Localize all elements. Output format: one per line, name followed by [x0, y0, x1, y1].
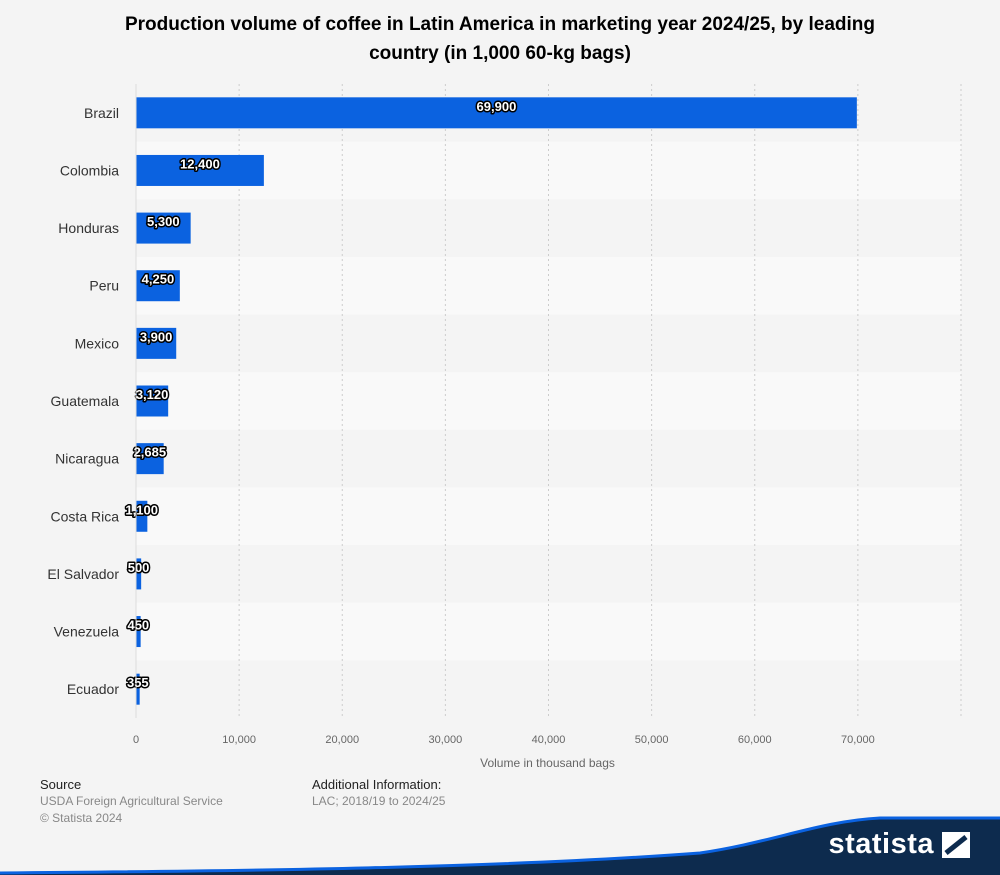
x-axis-title: Volume in thousand bags — [480, 756, 615, 770]
category-label: El Salvador — [47, 566, 119, 582]
footer-wave — [0, 816, 1000, 875]
bar — [136, 616, 141, 648]
category-label: Mexico — [75, 335, 120, 351]
data-label: 4,250 — [142, 272, 175, 287]
bar — [136, 558, 142, 590]
x-tick-label: 0 — [133, 734, 139, 746]
x-tick-label: 50,000 — [635, 734, 669, 746]
chart-title: Production volume of coffee in Latin Ame… — [124, 14, 875, 64]
category-label: Nicaragua — [55, 451, 119, 467]
data-label: 1,100 — [125, 502, 158, 517]
row-band — [136, 602, 961, 661]
statista-logo[interactable]: statista — [828, 828, 970, 861]
data-label: 2,685 — [134, 445, 167, 460]
bar — [136, 327, 177, 359]
bar — [136, 154, 264, 186]
x-tick-label: 60,000 — [738, 734, 772, 746]
data-label: 355 — [127, 675, 149, 690]
data-label: 3,120 — [136, 387, 169, 402]
bar — [136, 97, 857, 129]
category-label: Ecuador — [67, 681, 119, 697]
category-label: Brazil — [84, 105, 119, 121]
x-tick-label: 70,000 — [841, 734, 875, 746]
category-label: Colombia — [60, 162, 119, 178]
category-label: Guatemala — [51, 393, 120, 409]
data-label: 3,900 — [140, 329, 173, 344]
source-line[interactable]: USDA Foreign Agricultural Service — [40, 794, 223, 808]
bar — [136, 673, 140, 705]
data-label: 12,400 — [180, 156, 220, 171]
data-label: 500 — [128, 560, 150, 575]
data-label: 5,300 — [147, 214, 180, 229]
source-heading: Source — [40, 777, 82, 792]
copyright-line: © Statista 2024 — [40, 811, 123, 825]
additional-info-heading: Additional Information: — [312, 777, 442, 792]
statista-logo-icon — [942, 831, 970, 858]
row-band — [136, 487, 961, 546]
x-tick-label: 20,000 — [325, 734, 359, 746]
bar — [136, 270, 180, 302]
x-tick-label: 40,000 — [532, 734, 566, 746]
bar — [136, 443, 164, 475]
brand-name: statista — [828, 828, 934, 860]
bar-chart: 0 10,000 20,000 30,000 40,000 50,000 60,000 70,… — [47, 84, 962, 770]
category-label: Honduras — [58, 220, 119, 236]
bar — [136, 500, 148, 532]
additional-info-line: LAC; 2018/19 to 2024/25 — [312, 794, 446, 808]
bar — [136, 385, 169, 417]
category-label: Costa Rica — [51, 508, 120, 524]
x-tick-label: 10,000 — [222, 734, 256, 746]
x-tick-label: 30,000 — [429, 734, 463, 746]
data-label: 69,900 — [477, 99, 517, 114]
source-block: Source USDA Foreign Agricultural Service… — [40, 776, 223, 827]
bar — [136, 212, 191, 244]
additional-info-block: Additional Information: LAC; 2018/19 to … — [312, 776, 445, 810]
category-label: Venezuela — [54, 624, 120, 640]
data-label: 450 — [127, 618, 149, 633]
category-label: Peru — [89, 278, 119, 294]
